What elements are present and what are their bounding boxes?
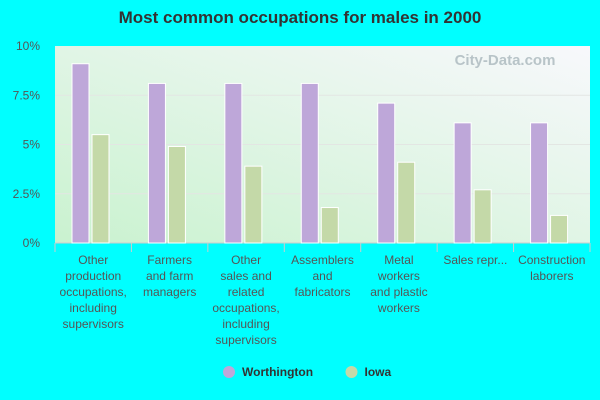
bar-iowa	[550, 214, 569, 244]
bar-worthington	[71, 63, 90, 244]
legend-swatch	[223, 366, 235, 378]
x-category-label: supervisors	[63, 317, 124, 331]
x-category-label: Metal	[384, 253, 413, 267]
x-category-label: workers	[377, 269, 420, 283]
bar-iowa	[167, 145, 186, 244]
x-category-label: occupations,	[60, 285, 127, 299]
x-category-label: including	[222, 317, 269, 331]
bar-worthington	[224, 82, 243, 244]
x-category-label: Other	[78, 253, 108, 267]
watermark: City-Data.com	[455, 52, 556, 69]
x-category-label: laborers	[530, 269, 573, 283]
x-category-label: Assemblers	[291, 253, 354, 267]
y-tick-label: 10%	[16, 39, 40, 53]
x-category-label: sales and	[220, 269, 271, 283]
x-category-label: managers	[143, 285, 196, 299]
x-category-label: Farmers	[147, 253, 192, 267]
bar-iowa	[91, 134, 110, 244]
x-category-label: and	[312, 269, 332, 283]
legend-swatch	[345, 366, 358, 378]
chart-title: Most common occupations for males in 200…	[118, 8, 482, 27]
x-category-label: supervisors	[215, 333, 276, 347]
x-category-label: including	[70, 301, 117, 315]
bar-iowa	[397, 161, 416, 244]
bar-worthington	[147, 82, 166, 244]
bar-worthington	[300, 82, 319, 244]
x-category-label: Sales repr...	[443, 253, 507, 267]
x-category-label: workers	[377, 301, 420, 315]
x-category-label: related	[228, 285, 265, 299]
bar-iowa	[244, 165, 263, 244]
y-tick-label: 5%	[23, 138, 41, 152]
bar-worthington	[377, 102, 396, 244]
bar-worthington	[453, 122, 472, 244]
bar-worthington	[530, 122, 549, 244]
legend-label: Worthington	[242, 365, 313, 379]
x-category-label: Other	[231, 253, 261, 267]
bar-iowa	[473, 189, 492, 244]
y-tick-label: 0%	[23, 236, 41, 250]
x-category-label: and farm	[146, 269, 193, 283]
legend-label: Iowa	[365, 365, 392, 379]
x-category-label: fabricators	[294, 285, 350, 299]
y-tick-label: 7.5%	[13, 88, 41, 102]
x-category-label: and plastic	[370, 285, 427, 299]
x-category-label: Construction	[518, 253, 585, 267]
y-tick-label: 2.5%	[13, 187, 41, 201]
bar-iowa	[320, 207, 339, 244]
x-category-label: production	[65, 269, 121, 283]
x-category-label: occupations,	[212, 301, 279, 315]
